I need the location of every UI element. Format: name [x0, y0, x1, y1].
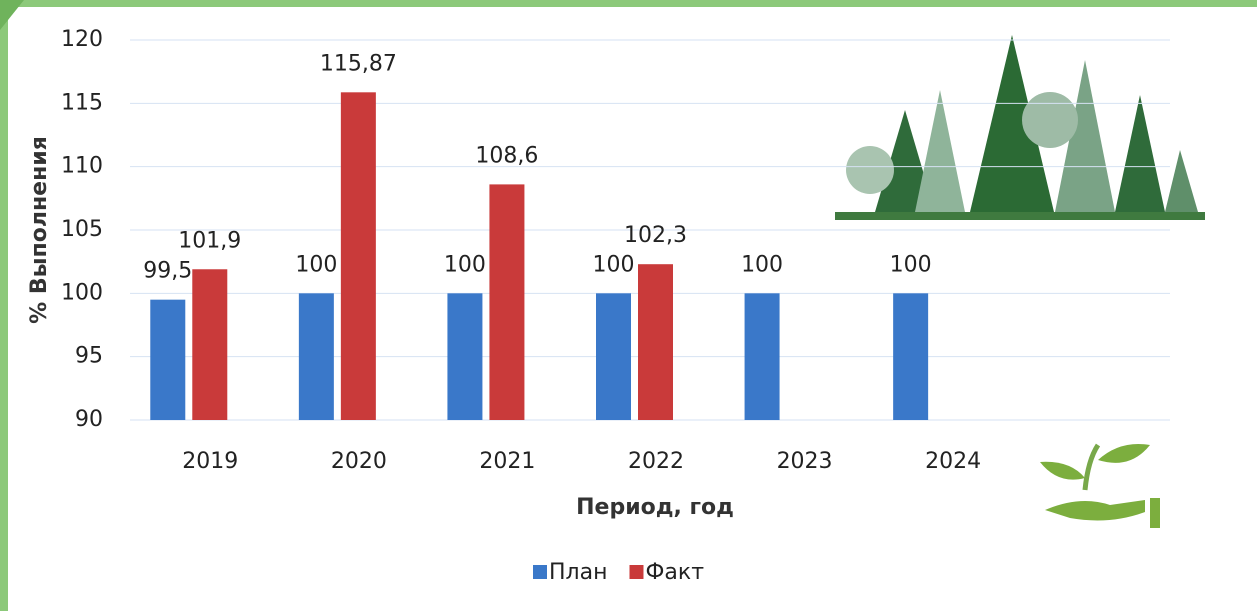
bar: [596, 293, 631, 420]
value-label: 100: [444, 252, 486, 277]
bar: [340, 92, 376, 421]
bar: [447, 293, 483, 420]
corner: [0, 0, 24, 30]
value-label: 99,5: [143, 259, 192, 284]
y-tick-label: 90: [75, 407, 103, 432]
value-label: 100: [741, 252, 783, 277]
y-tick-label: 120: [61, 27, 103, 52]
x-tick-label: 2021: [479, 449, 535, 474]
y-tick-label: 95: [75, 344, 103, 369]
legend-swatch: [533, 565, 547, 579]
legend-label: Факт: [645, 560, 704, 585]
bar: [192, 269, 228, 420]
x-tick-label: 2020: [331, 449, 387, 474]
bar: [150, 299, 186, 420]
bar: [489, 184, 525, 420]
plant-icon: [1040, 443, 1160, 528]
y-tick-label: 105: [61, 217, 103, 242]
x-axis-title: Период, год: [576, 495, 734, 520]
y-tick-label: 110: [61, 154, 103, 179]
x-tick-label: 2023: [777, 449, 833, 474]
value-label: 100: [890, 252, 932, 277]
x-tick-label: 2019: [182, 449, 238, 474]
y-tick-label: 115: [61, 90, 103, 115]
value-label: 100: [295, 252, 337, 277]
bar: [638, 264, 673, 420]
bar: [893, 293, 929, 420]
top-border: [0, 0, 1257, 7]
bar: [744, 293, 780, 420]
x-tick-label: 2022: [628, 449, 684, 474]
x-tick-label: 2024: [925, 449, 981, 474]
value-label: 115,87: [320, 51, 397, 76]
value-label: 108,6: [475, 143, 538, 168]
y-tick-label: 100: [61, 280, 103, 305]
legend-swatch: [629, 565, 644, 579]
y-axis-title: % Выполнения: [27, 136, 52, 324]
forest: [835, 35, 1205, 220]
left-border: [0, 0, 8, 611]
legend-label: План: [549, 560, 607, 585]
value-label: 100: [593, 252, 635, 277]
value-label: 102,3: [624, 223, 687, 248]
bar: [298, 293, 334, 420]
value-label: 101,9: [178, 228, 241, 253]
